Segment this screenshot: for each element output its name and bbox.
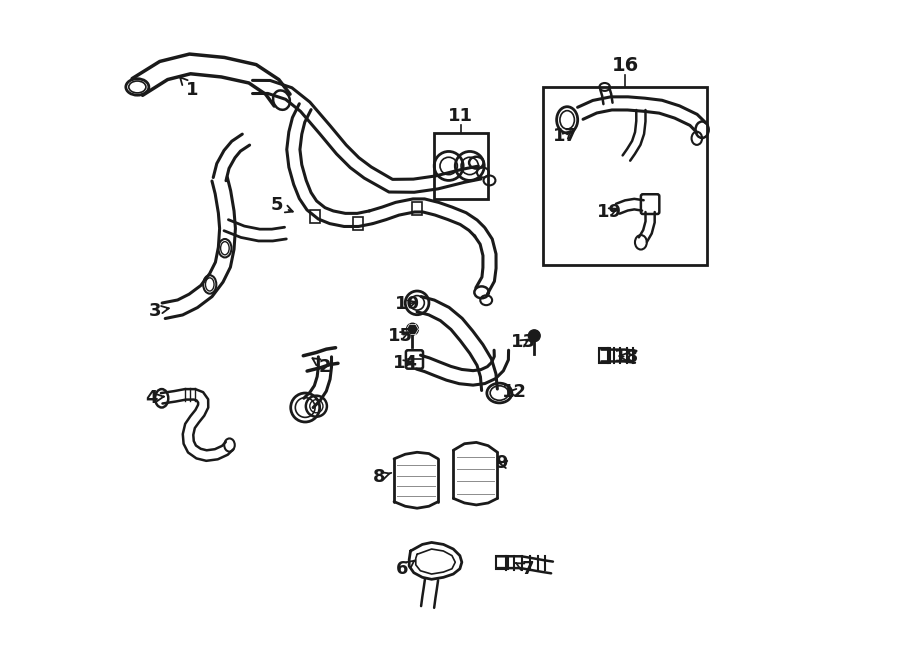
Bar [310, 210, 320, 223]
Bar [412, 202, 422, 215]
Bar [496, 556, 508, 568]
Text: 13: 13 [511, 333, 536, 352]
Text: 14: 14 [392, 354, 418, 372]
Text: 2: 2 [312, 358, 331, 375]
Circle shape [407, 323, 418, 335]
Text: 9: 9 [495, 455, 508, 473]
Bar [434, 133, 488, 199]
Text: 7: 7 [516, 561, 534, 578]
Text: 8: 8 [374, 467, 392, 486]
Text: 19: 19 [597, 203, 622, 221]
Text: 6: 6 [396, 561, 414, 578]
Text: 16: 16 [611, 56, 639, 75]
Text: 11: 11 [448, 107, 473, 125]
Bar [599, 348, 610, 363]
Text: 17: 17 [553, 128, 578, 145]
Text: 18: 18 [614, 348, 639, 366]
Text: 12: 12 [502, 383, 527, 401]
Text: 3: 3 [148, 302, 169, 320]
Text: 1: 1 [180, 77, 198, 99]
Circle shape [528, 330, 540, 342]
Text: 15: 15 [388, 327, 413, 345]
Bar [544, 87, 706, 264]
Text: 4: 4 [146, 389, 164, 407]
Text: 5: 5 [271, 196, 292, 214]
Text: 10: 10 [395, 295, 420, 313]
Bar [353, 217, 363, 231]
